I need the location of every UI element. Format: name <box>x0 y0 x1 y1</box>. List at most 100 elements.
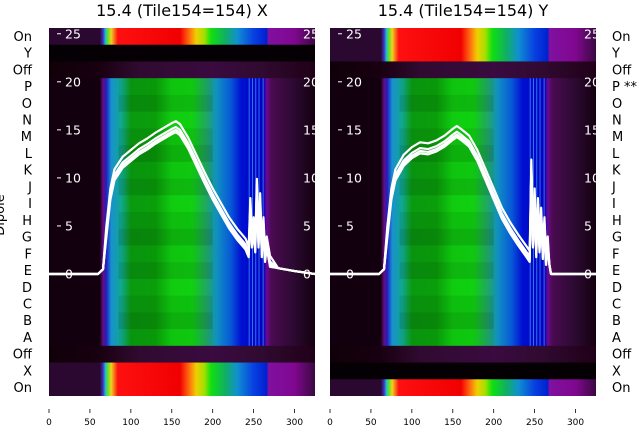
row-label: K <box>23 164 32 179</box>
overlay-tick-label: 10 <box>65 170 81 185</box>
heatmap-row <box>330 78 596 96</box>
overlay-tick-label-twin: 25 <box>584 26 600 41</box>
heatmap-row <box>330 178 596 196</box>
x-tick-label: 150 <box>444 418 461 428</box>
overlay-tick-label: 5 <box>346 218 354 233</box>
heatmap-row <box>49 178 315 196</box>
heatmap-row-shade <box>400 329 494 346</box>
x-tick-label: 250 <box>245 418 262 428</box>
overlay-tick-mark <box>57 33 61 35</box>
heatmap-row <box>330 94 596 113</box>
overlay-line <box>330 124 596 276</box>
row-label: J <box>27 180 32 195</box>
row-label: P <box>24 80 32 95</box>
overlay-tick-label-twin: 5 <box>584 218 592 233</box>
row-label: B <box>612 314 621 329</box>
overlay-tick-label-twin: 0 <box>303 266 311 281</box>
row-label: I <box>612 197 616 212</box>
heatmap-row-shade <box>118 295 213 313</box>
row-label: Y <box>23 47 32 62</box>
heatmap-row-shade <box>399 295 494 313</box>
row-label: A <box>612 331 621 346</box>
heatmap-row <box>330 28 596 46</box>
overlay-tick-label: 20 <box>346 74 362 89</box>
row-label: O <box>612 97 622 112</box>
heatmap-row <box>49 379 315 396</box>
heatmap-row <box>49 329 315 347</box>
row-label: Y <box>611 47 620 62</box>
row-label: O <box>22 97 32 112</box>
overlay-tick-label-twin: 15 <box>584 122 600 137</box>
heatmap-row-shade <box>118 262 213 280</box>
overlay-tick-mark <box>338 177 342 179</box>
heatmap-row <box>49 145 315 163</box>
overlay-tick-mark <box>57 129 61 131</box>
heatmap-row-shade <box>118 212 213 230</box>
heatmap-row <box>49 295 315 313</box>
row-label: X <box>23 364 32 379</box>
overlay-tick-mark <box>57 225 61 227</box>
right-chart-title: 15.4 (Tile154=154) Y <box>378 1 549 20</box>
heatmap-row <box>330 262 596 280</box>
heatmap-row <box>330 295 596 313</box>
overlay-tick-label-twin: 10 <box>584 170 600 185</box>
x-tick-label: 0 <box>46 418 52 428</box>
row-label: N <box>612 114 622 129</box>
heatmap-row <box>49 345 315 364</box>
overlay-tick-label: 25 <box>65 26 81 41</box>
overlay-tick-mark <box>57 81 61 83</box>
overlay-line <box>49 120 315 276</box>
row-label: H <box>612 214 622 229</box>
x-tick-label: 100 <box>403 418 420 428</box>
heatmap-row-shade <box>399 178 494 196</box>
overlay-tick-label-twin: 10 <box>303 170 319 185</box>
heatmap-row-shade <box>399 262 494 280</box>
overlay-tick-mark <box>57 177 61 179</box>
overlay-tick-label: 5 <box>65 218 73 233</box>
x-tick-label: 250 <box>526 418 543 428</box>
row-label: D <box>22 281 32 296</box>
overlay-tick-label: 20 <box>65 74 81 89</box>
row-label: E <box>24 264 32 279</box>
heatmap-row <box>330 44 596 62</box>
heatmap-row <box>330 278 596 297</box>
row-label: H <box>22 214 32 229</box>
heatmap-row-shade <box>119 245 213 262</box>
heatmap-row <box>49 195 315 213</box>
overlay-tick-label-twin: 15 <box>303 122 319 137</box>
row-label: D <box>612 281 622 296</box>
heatmap-row <box>49 44 315 62</box>
overlay-tick-mark <box>338 129 342 131</box>
x-tick-label: 200 <box>204 418 221 428</box>
x-tick-label: 50 <box>365 418 377 428</box>
row-label: G <box>22 231 32 246</box>
row-label: F <box>612 247 619 262</box>
overlay-tick-mark <box>338 81 342 83</box>
overlay-tick-label-twin: 5 <box>303 218 311 233</box>
heatmap-row-shade <box>399 212 494 230</box>
heatmap-row <box>49 61 315 79</box>
overlay-tick-mark <box>338 225 342 227</box>
row-label: X <box>612 364 621 379</box>
overlay-tick-label-twin: 20 <box>303 74 319 89</box>
row-label: C <box>612 298 621 313</box>
left-chart-title: 15.4 (Tile154=154) X <box>96 1 268 20</box>
row-label: M <box>21 130 32 145</box>
row-label: C <box>23 298 32 313</box>
heatmap-streak <box>251 78 253 346</box>
overlay-tick-label: 10 <box>346 170 362 185</box>
y-axis-label: Dipole <box>0 194 8 235</box>
overlay-tick-label: 25 <box>346 26 362 41</box>
heatmap-row <box>49 312 315 330</box>
heatmap-row-shade <box>400 245 494 262</box>
heatmap-row <box>49 78 315 96</box>
heatmap-row-shade <box>118 312 213 330</box>
heatmap-streak <box>543 78 545 346</box>
heatmap-row <box>330 362 596 380</box>
row-label: On <box>14 30 32 45</box>
x-tick-label: 50 <box>84 418 96 428</box>
heatmap-row <box>330 111 596 129</box>
heatmap-row <box>330 145 596 163</box>
row-label: E <box>612 264 620 279</box>
